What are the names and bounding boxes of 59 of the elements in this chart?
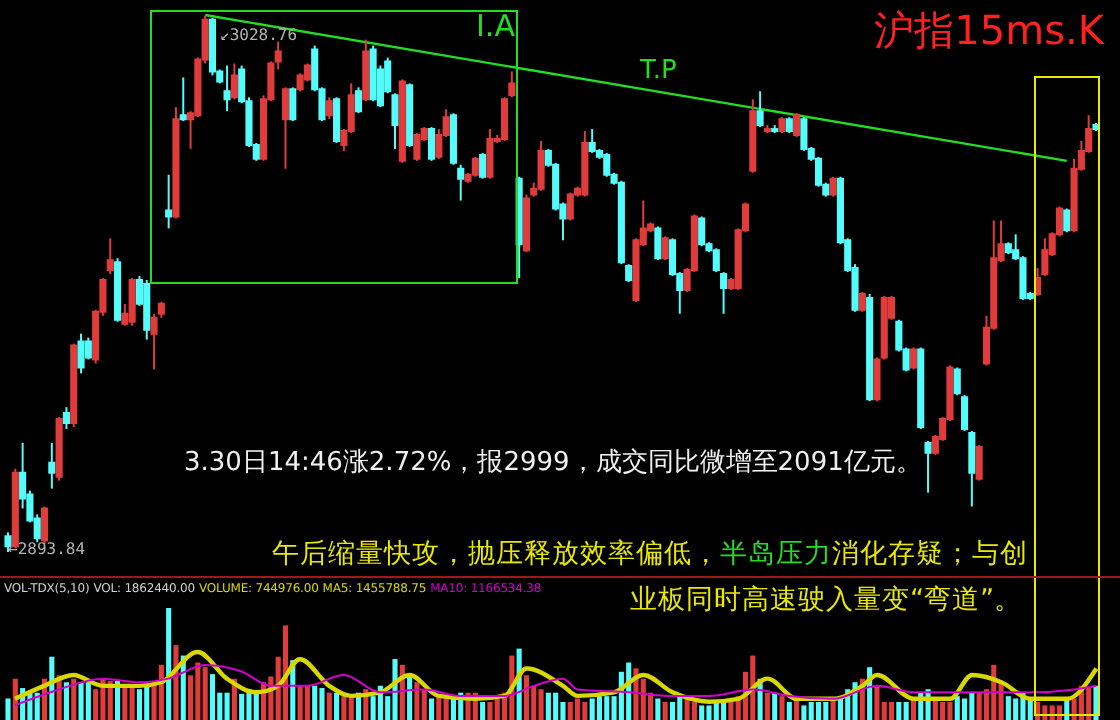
candlestick [486, 128, 494, 180]
candlestick [479, 151, 487, 180]
candlestick [953, 366, 961, 397]
candlestick [500, 96, 509, 142]
candlestick [471, 155, 479, 178]
candlestick [4, 531, 12, 553]
annotation: 业板同时高速驶入量变“弯道”。 [630, 582, 1023, 618]
candlestick [603, 151, 611, 178]
candlestick [48, 441, 56, 490]
candlestick [77, 332, 85, 375]
candlestick [508, 70, 516, 99]
candlestick [281, 86, 290, 170]
annotation: 3.30日14:46涨2.72%，报2999，成交同比微增至2091亿元。 [184, 446, 922, 480]
candlestick [362, 38, 370, 103]
candlestick [1063, 207, 1071, 234]
candlestick [858, 290, 866, 313]
candlestick [84, 336, 92, 361]
annotation: T.P [640, 56, 677, 86]
annotation: ↙3028.76 [220, 26, 298, 44]
annotation: 午后缩量快攻，抛压释放效率偏低， [272, 538, 720, 570]
candlestick [40, 505, 49, 546]
annotation: I.A [476, 8, 515, 44]
candlestick [975, 443, 983, 482]
candlestick [128, 277, 136, 327]
candlestick [698, 215, 706, 248]
chart-title: 沪指15ms.K [874, 4, 1104, 58]
candlestick [449, 112, 457, 166]
candlestick [165, 173, 173, 230]
candlestick [720, 271, 728, 315]
annotation: ←2893.84 [8, 540, 86, 558]
candlestick [961, 394, 969, 432]
candlestick [230, 62, 238, 101]
candlestick [829, 175, 837, 198]
candlestick [924, 439, 932, 494]
candlestick [333, 96, 341, 144]
candlestick [756, 90, 764, 129]
candlestick [106, 237, 114, 276]
candlestick [289, 86, 297, 123]
candlestick [391, 92, 399, 150]
candlestick [457, 163, 465, 202]
candlestick [427, 126, 436, 162]
candlestick [566, 191, 574, 222]
candlestick [223, 64, 231, 113]
annotation: 半岛压力 [720, 538, 832, 570]
candlestick [413, 132, 421, 162]
candlestick [62, 406, 70, 430]
candlestick [968, 429, 976, 508]
candlestick [325, 96, 333, 121]
candlestick [179, 76, 187, 123]
annotation: 消化存疑；与创 [832, 538, 1028, 570]
candlestick [909, 346, 917, 371]
candlestick [661, 235, 669, 262]
candlestick [712, 247, 720, 274]
candlestick [143, 279, 151, 341]
candlestick [793, 112, 801, 139]
candlestick [654, 225, 662, 262]
candlestick [588, 128, 596, 154]
candlestick [537, 139, 545, 192]
candlestick [354, 86, 363, 115]
